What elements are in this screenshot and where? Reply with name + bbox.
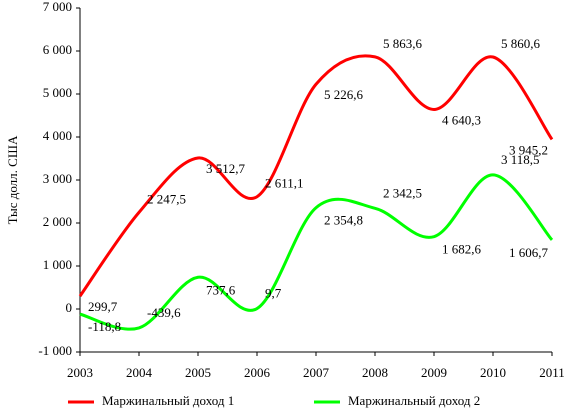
legend-label: Маржинальный доход 1 [102,393,234,408]
x-tick-label: 2010 [480,365,506,380]
line [78,54,554,297]
data-label: 4 640,3 [442,112,481,127]
y-tick-label: 5 000 [43,85,72,100]
x-tick-label: 2003 [67,365,93,380]
x-tick-label: 2004 [126,365,153,380]
data-label: 3 945,2 [509,142,548,157]
x-tick-label: 2006 [244,365,271,380]
data-label: 2 611,1 [265,176,304,191]
data-label: 5 226,6 [324,87,364,102]
data-label: 3 512,7 [206,161,246,176]
data-label: 1 682,6 [442,242,482,257]
data-label: -118,8 [88,319,121,334]
data-label: 9,7 [265,286,282,301]
y-tick-label: 0 [66,300,73,315]
y-tick-label: 2 000 [43,214,72,229]
data-label: 5 860,6 [501,36,541,51]
data-label: 1 606,7 [509,245,549,260]
data-label: 5 863,6 [383,36,423,51]
y-tick-label: 3 000 [43,171,72,186]
legend-label: Маржинальный доход 2 [348,393,480,408]
y-tick-label: 4 000 [43,128,72,143]
y-tick-label: 6 000 [43,42,72,57]
y-axis-label: Тыс долл. США [5,135,20,224]
data-label: 2 342,5 [383,185,422,200]
x-tick-label: 2008 [362,365,388,380]
data-label: 3 118,5 [501,152,540,167]
data-label: 737,6 [206,282,236,297]
line [79,173,554,331]
x-tick-label: 2009 [421,365,447,380]
y-tick-label: -1 000 [38,343,72,358]
data-label: 2 354,8 [324,213,363,228]
x-tick-label: 2007 [303,365,330,380]
y-tick-label: 1 000 [43,257,72,272]
x-tick-label: 2005 [185,365,211,380]
y-tick-label: 7 000 [43,0,72,14]
data-label: 299,7 [88,299,118,314]
data-label: -439,6 [147,305,181,320]
data-label: 2 247,5 [147,191,186,206]
x-tick-label: 2011 [539,365,565,380]
